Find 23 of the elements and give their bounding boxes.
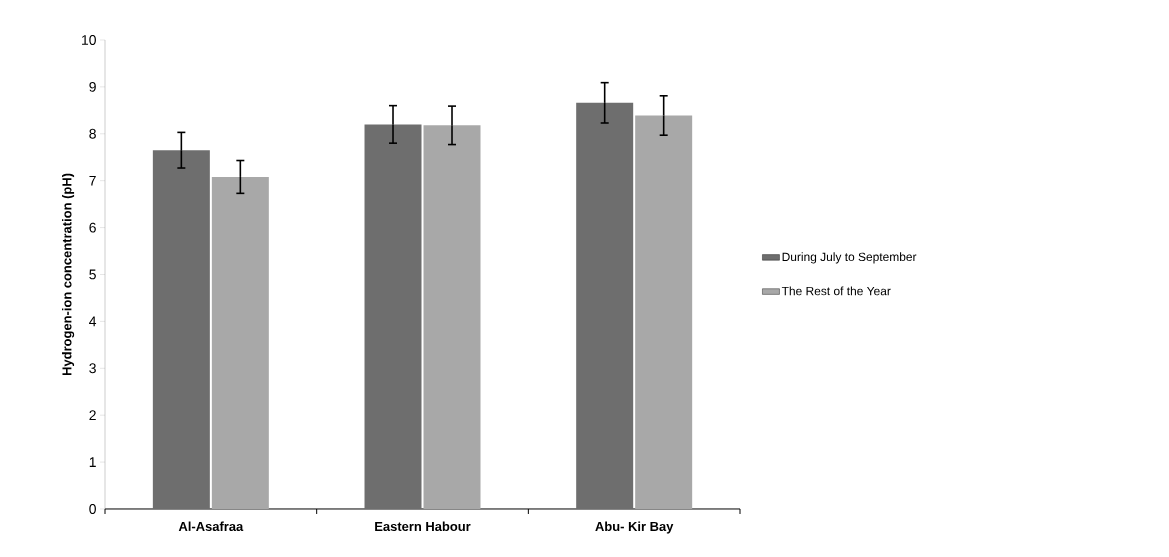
y-tick-label: 3 [89, 363, 96, 374]
bar [635, 115, 693, 509]
y-tick-label: 9 [89, 81, 96, 92]
bar [423, 125, 481, 509]
bar [211, 176, 269, 509]
bar [152, 150, 210, 509]
bar [576, 102, 634, 509]
x-tick-label: Abu- Kir Bay [595, 521, 674, 534]
y-tick-label: 7 [89, 175, 96, 186]
y-tick-label: 5 [89, 269, 96, 280]
legend-label: The Rest of the Year [781, 286, 891, 296]
x-tick-label: Al-Asafraa [178, 521, 244, 532]
y-axis-title: Hydrogen-ion concentration (pH) [62, 173, 75, 376]
x-tick-label: Eastern Habour [375, 521, 471, 532]
y-tick-label: 6 [89, 222, 96, 233]
y-tick-label: 8 [89, 128, 96, 139]
legend-label: During July to September [782, 252, 917, 264]
y-tick-label: 10 [82, 35, 96, 45]
y-tick-label: 2 [89, 410, 96, 421]
y-tick-label: 0 [89, 504, 96, 514]
y-tick-label: 1 [89, 457, 96, 467]
bar [364, 124, 422, 509]
y-tick-label: 4 [89, 316, 97, 327]
